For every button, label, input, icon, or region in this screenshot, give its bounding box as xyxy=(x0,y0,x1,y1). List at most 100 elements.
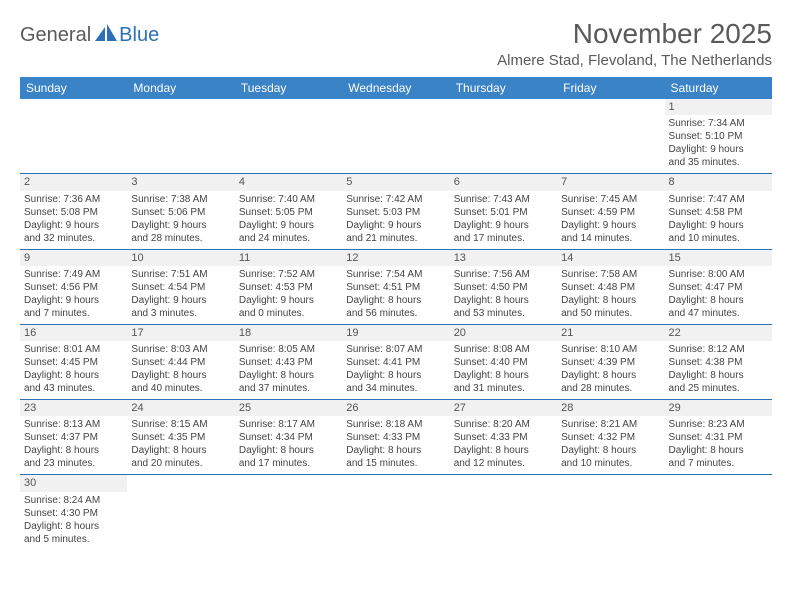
calendar-body: 1Sunrise: 7:34 AMSunset: 5:10 PMDaylight… xyxy=(20,99,772,550)
calendar-cell: 13Sunrise: 7:56 AMSunset: 4:50 PMDayligh… xyxy=(450,249,557,324)
calendar-cell xyxy=(342,99,449,174)
cell-text: Daylight: 9 hours xyxy=(239,294,338,307)
cell-text: Sunset: 4:48 PM xyxy=(561,281,660,294)
cell-text: and 23 minutes. xyxy=(24,457,123,470)
day-header: Sunday xyxy=(20,77,127,99)
cell-text: Sunset: 4:38 PM xyxy=(669,356,768,369)
cell-text: Sunset: 4:54 PM xyxy=(131,281,230,294)
cell-text: Daylight: 8 hours xyxy=(131,369,230,382)
cell-text: Sunrise: 8:24 AM xyxy=(24,494,123,507)
cell-text: Sunset: 4:33 PM xyxy=(346,431,445,444)
cell-text: Daylight: 9 hours xyxy=(24,294,123,307)
day-number: 13 xyxy=(450,250,557,266)
calendar-table: Sunday Monday Tuesday Wednesday Thursday… xyxy=(20,77,772,550)
cell-text: Daylight: 8 hours xyxy=(669,444,768,457)
cell-text: Sunrise: 7:47 AM xyxy=(669,193,768,206)
day-number: 3 xyxy=(127,174,234,190)
cell-text: Daylight: 8 hours xyxy=(24,520,123,533)
day-number: 1 xyxy=(665,99,772,115)
sail-icon xyxy=(95,24,117,47)
cell-text: Sunset: 4:53 PM xyxy=(239,281,338,294)
day-number: 10 xyxy=(127,250,234,266)
cell-text: and 20 minutes. xyxy=(131,457,230,470)
cell-text: and 53 minutes. xyxy=(454,307,553,320)
calendar-cell: 20Sunrise: 8:08 AMSunset: 4:40 PMDayligh… xyxy=(450,324,557,399)
cell-text: Sunrise: 8:00 AM xyxy=(669,268,768,281)
cell-text: Daylight: 9 hours xyxy=(239,219,338,232)
cell-text: Sunset: 4:58 PM xyxy=(669,206,768,219)
day-number: 22 xyxy=(665,325,772,341)
calendar-cell: 12Sunrise: 7:54 AMSunset: 4:51 PMDayligh… xyxy=(342,249,449,324)
cell-text: Daylight: 9 hours xyxy=(669,219,768,232)
cell-text: Sunset: 5:10 PM xyxy=(669,130,768,143)
cell-text: Sunrise: 7:38 AM xyxy=(131,193,230,206)
cell-text: Sunset: 4:35 PM xyxy=(131,431,230,444)
cell-text: Daylight: 8 hours xyxy=(454,369,553,382)
cell-text: Sunrise: 7:49 AM xyxy=(24,268,123,281)
cell-text: and 0 minutes. xyxy=(239,307,338,320)
calendar-cell: 21Sunrise: 8:10 AMSunset: 4:39 PMDayligh… xyxy=(557,324,664,399)
calendar-cell: 25Sunrise: 8:17 AMSunset: 4:34 PMDayligh… xyxy=(235,400,342,475)
day-header: Wednesday xyxy=(342,77,449,99)
calendar-row: 30Sunrise: 8:24 AMSunset: 4:30 PMDayligh… xyxy=(20,475,772,550)
cell-text: Sunrise: 8:18 AM xyxy=(346,418,445,431)
calendar-cell xyxy=(450,475,557,550)
day-number: 9 xyxy=(20,250,127,266)
calendar-cell xyxy=(450,99,557,174)
cell-text: Sunrise: 8:05 AM xyxy=(239,343,338,356)
cell-text: Daylight: 9 hours xyxy=(669,143,768,156)
cell-text: Sunset: 4:33 PM xyxy=(454,431,553,444)
day-number: 18 xyxy=(235,325,342,341)
cell-text: Daylight: 8 hours xyxy=(669,294,768,307)
logo-text-general: General xyxy=(20,24,91,47)
cell-text: Sunset: 4:56 PM xyxy=(24,281,123,294)
cell-text: Sunrise: 8:21 AM xyxy=(561,418,660,431)
cell-text: Sunset: 5:08 PM xyxy=(24,206,123,219)
cell-text: Daylight: 8 hours xyxy=(239,369,338,382)
cell-text: and 43 minutes. xyxy=(24,382,123,395)
cell-text: Daylight: 8 hours xyxy=(131,444,230,457)
cell-text: Sunset: 4:37 PM xyxy=(24,431,123,444)
calendar-cell xyxy=(127,99,234,174)
day-number: 4 xyxy=(235,174,342,190)
cell-text: Daylight: 9 hours xyxy=(131,294,230,307)
cell-text: and 31 minutes. xyxy=(454,382,553,395)
cell-text: Sunset: 4:34 PM xyxy=(239,431,338,444)
calendar-cell: 29Sunrise: 8:23 AMSunset: 4:31 PMDayligh… xyxy=(665,400,772,475)
day-number: 25 xyxy=(235,400,342,416)
cell-text: Sunset: 4:44 PM xyxy=(131,356,230,369)
cell-text: and 47 minutes. xyxy=(669,307,768,320)
cell-text: Sunset: 4:31 PM xyxy=(669,431,768,444)
cell-text: and 17 minutes. xyxy=(239,457,338,470)
calendar-cell: 6Sunrise: 7:43 AMSunset: 5:01 PMDaylight… xyxy=(450,174,557,249)
day-number: 11 xyxy=(235,250,342,266)
cell-text: Daylight: 8 hours xyxy=(454,294,553,307)
title-block: November 2025 Almere Stad, Flevoland, Th… xyxy=(497,18,772,69)
cell-text: and 12 minutes. xyxy=(454,457,553,470)
day-number: 5 xyxy=(342,174,449,190)
day-number: 26 xyxy=(342,400,449,416)
cell-text: Daylight: 8 hours xyxy=(24,369,123,382)
cell-text: Sunset: 4:50 PM xyxy=(454,281,553,294)
day-number: 24 xyxy=(127,400,234,416)
day-number: 29 xyxy=(665,400,772,416)
calendar-cell xyxy=(20,99,127,174)
cell-text: Sunset: 5:03 PM xyxy=(346,206,445,219)
cell-text: Sunrise: 8:10 AM xyxy=(561,343,660,356)
cell-text: Sunrise: 7:43 AM xyxy=(454,193,553,206)
day-number: 19 xyxy=(342,325,449,341)
cell-text: Sunrise: 7:34 AM xyxy=(669,117,768,130)
cell-text: Sunrise: 7:51 AM xyxy=(131,268,230,281)
cell-text: Daylight: 8 hours xyxy=(561,369,660,382)
day-number: 21 xyxy=(557,325,664,341)
cell-text: Sunset: 4:43 PM xyxy=(239,356,338,369)
cell-text: Daylight: 8 hours xyxy=(561,444,660,457)
cell-text: and 35 minutes. xyxy=(669,156,768,169)
cell-text: and 3 minutes. xyxy=(131,307,230,320)
day-number: 14 xyxy=(557,250,664,266)
calendar-cell xyxy=(557,99,664,174)
cell-text: Daylight: 8 hours xyxy=(24,444,123,457)
cell-text: and 28 minutes. xyxy=(131,232,230,245)
calendar-cell xyxy=(665,475,772,550)
calendar-cell xyxy=(235,99,342,174)
